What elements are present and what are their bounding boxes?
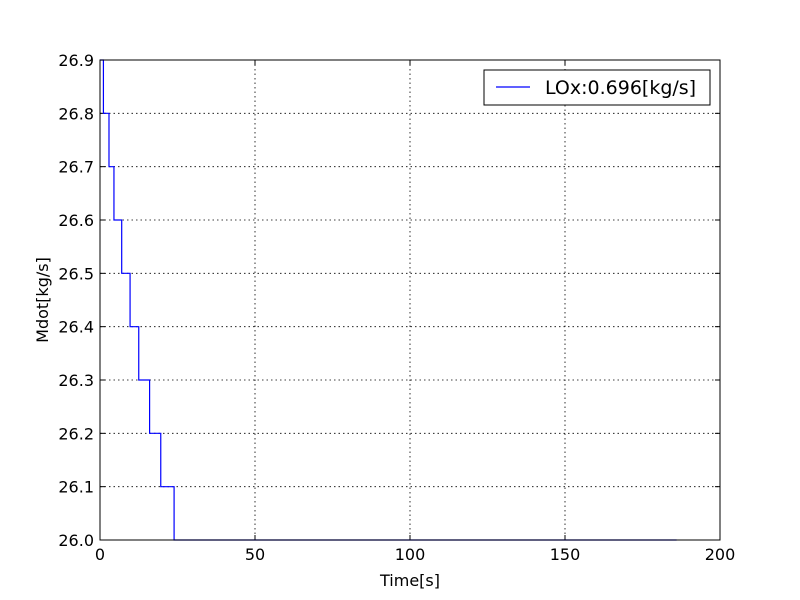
y-tick-label: 26.9 [58,51,94,70]
x-tick-label: 150 [550,545,581,564]
y-tick-label: 26.0 [58,531,94,550]
y-tick-label: 26.1 [58,478,94,497]
y-tick-label: 26.5 [58,264,94,283]
y-tick-labels: 26.0 26.1 26.2 26.3 26.4 26.5 26.6 26.7 26.8 26.9 [58,51,94,550]
y-tick-label: 26.7 [58,158,94,177]
x-tick-labels: 0 50 100 150 200 [95,545,735,564]
y-tick-label: 26.2 [58,424,94,443]
x-tick-label: 200 [705,545,736,564]
series-line-lox [100,59,677,541]
legend-entry-label: LOx:0.696[kg/s] [545,77,696,99]
y-tick-label: 26.4 [58,318,94,337]
x-tick-label: 0 [95,545,105,564]
x-tick-label: 100 [395,545,426,564]
legend: LOx:0.696[kg/s] [483,69,711,106]
series-lines [100,59,677,541]
y-tick-label: 26.6 [58,211,94,230]
y-tick-label: 26.8 [58,104,94,123]
x-tick-label: 50 [245,545,265,564]
y-axis-label: Mdot[kg/s] [33,257,52,343]
y-tick-label: 26.3 [58,371,94,390]
x-axis-label: Time[s] [379,571,440,590]
plot-frame [99,59,721,541]
